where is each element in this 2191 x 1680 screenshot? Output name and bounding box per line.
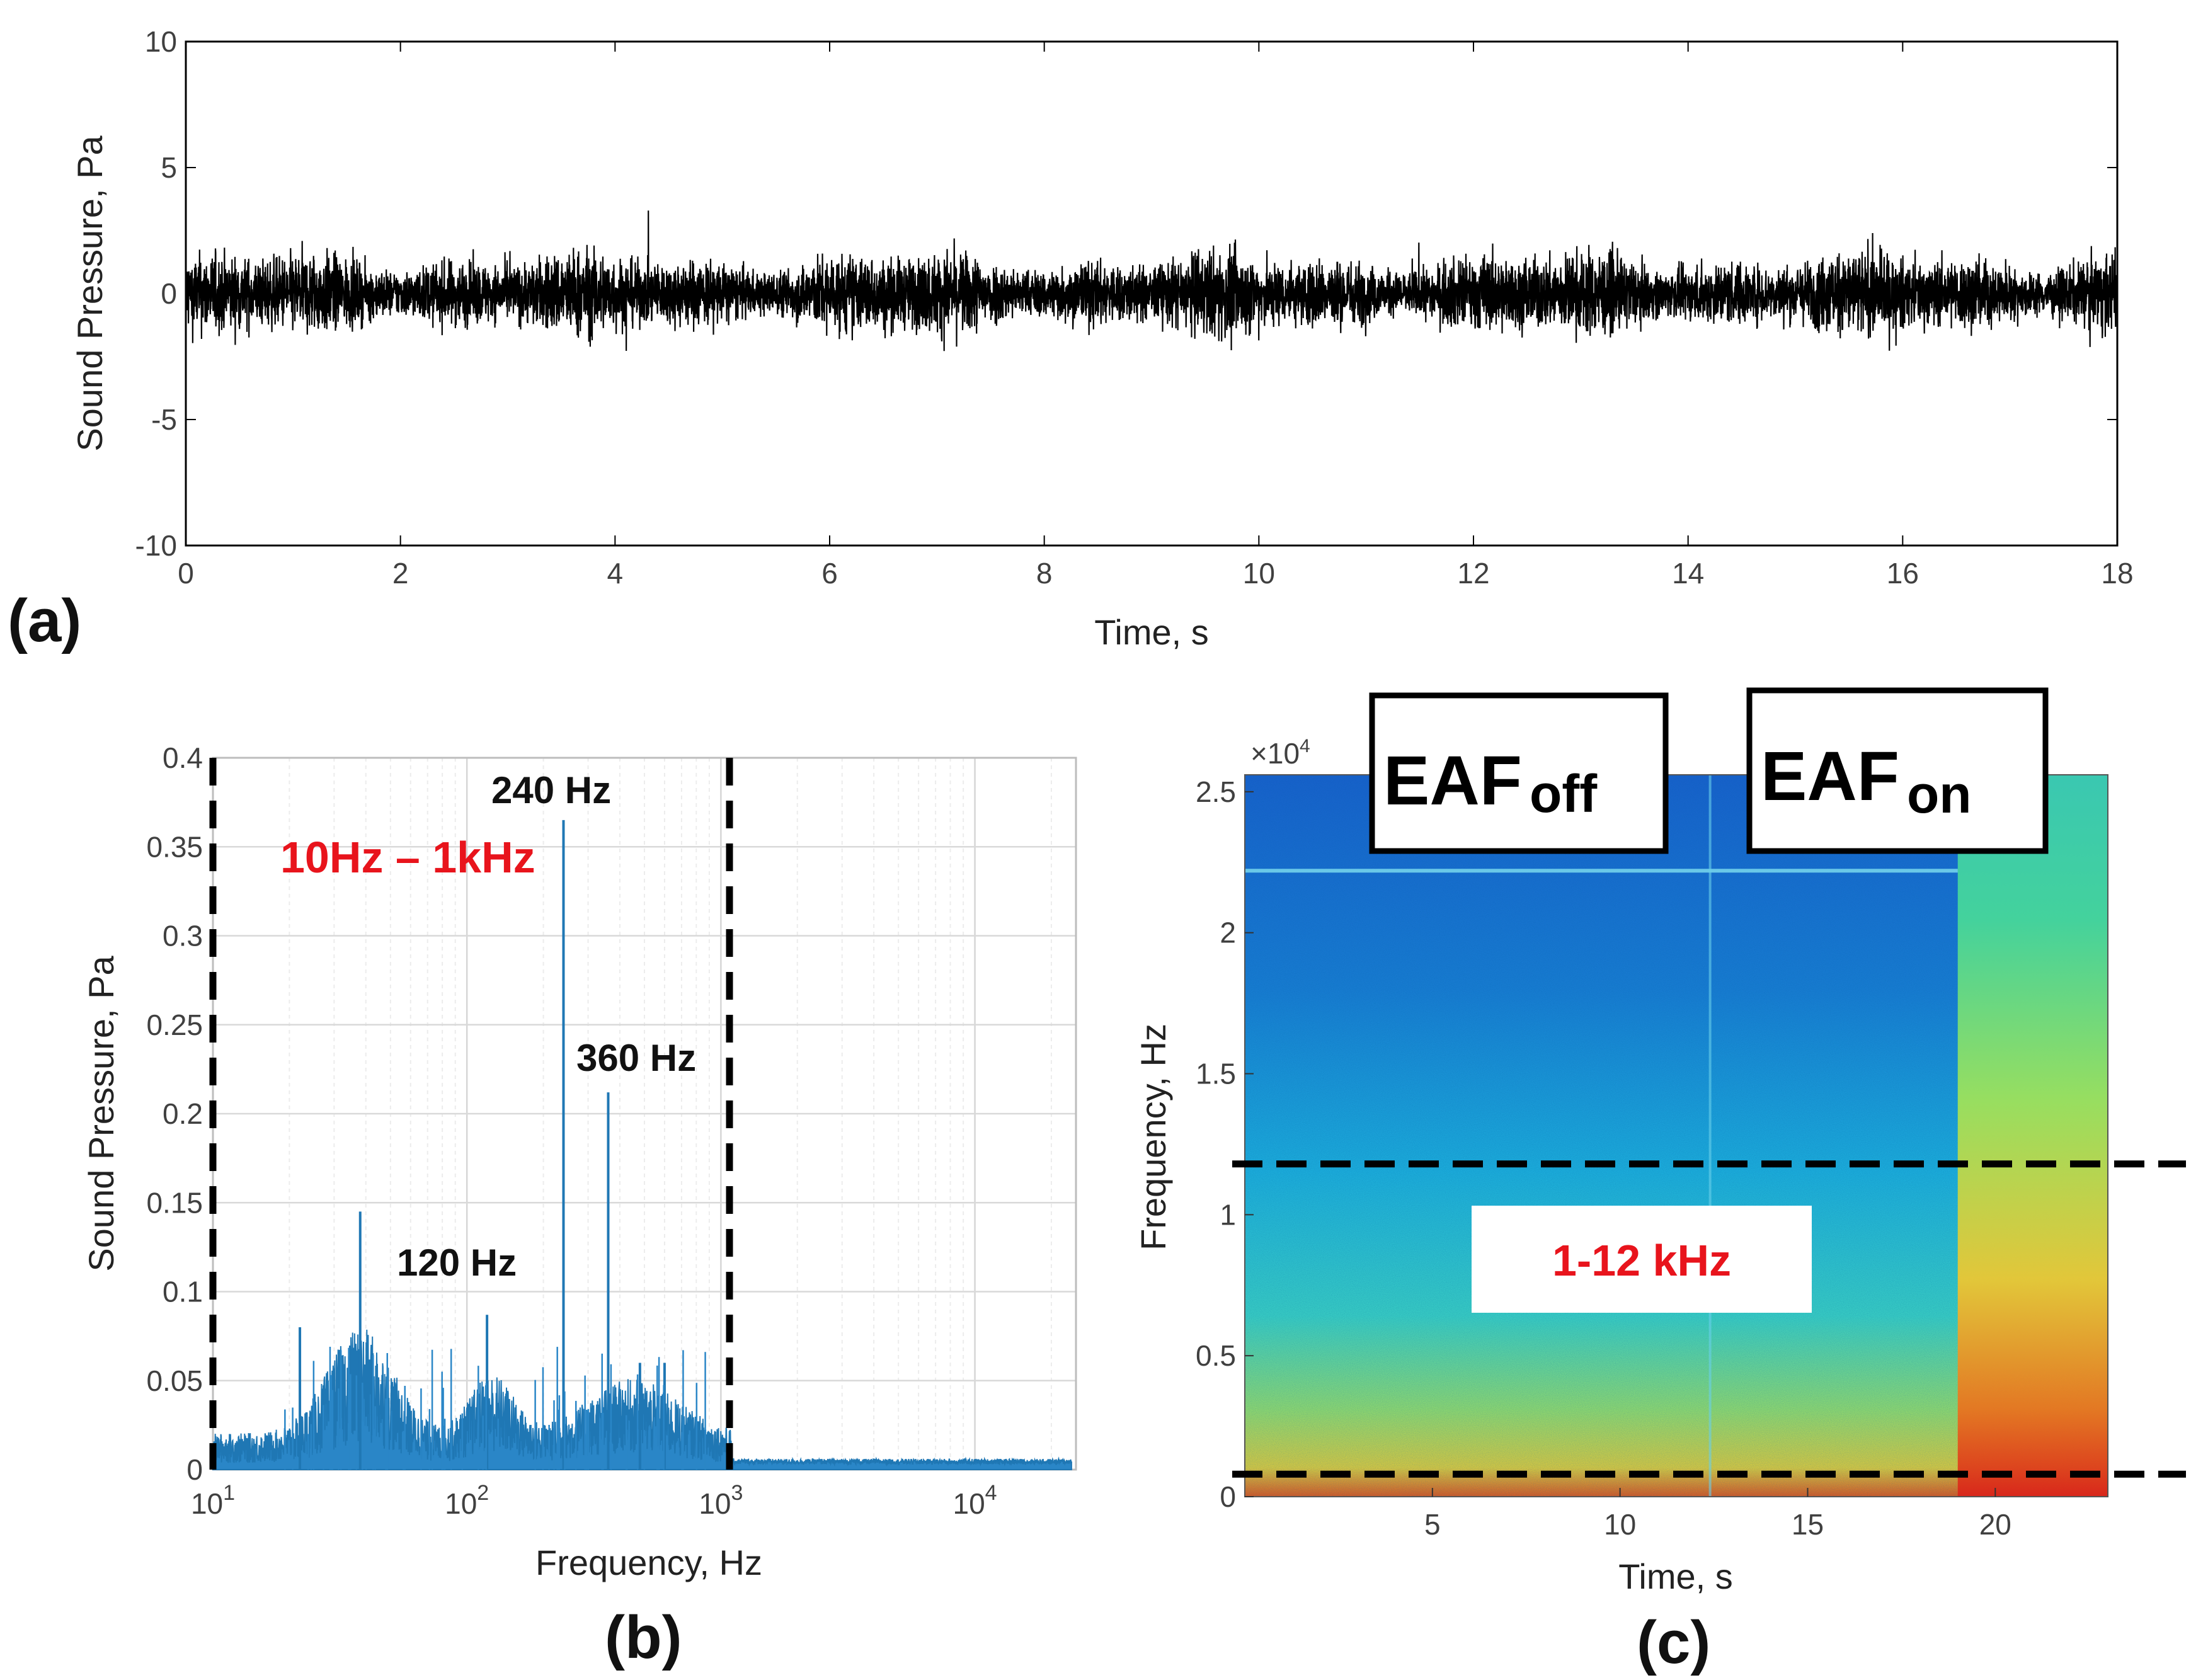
panel-a-xtick-label: 16: [1887, 557, 1919, 590]
panel-b-ytick-label: 0.4: [163, 741, 203, 774]
eaf-on-label: EAF on: [1761, 738, 1972, 824]
panel-b-ytick-label: 0.1: [163, 1276, 203, 1308]
panel-c-band-label-box: [1472, 1206, 1812, 1313]
panel-c-ytick-label: 2.5: [1196, 775, 1236, 808]
panel-c-ytick-label: 1: [1220, 1198, 1236, 1231]
panel-b-xtick-label: 104: [953, 1481, 997, 1520]
panel-b-annotation-120: 120 Hz: [397, 1242, 517, 1284]
panel-c-xtick-label: 5: [1424, 1508, 1441, 1541]
panel-b: 0 0.05 0.1 0.15 0.2 0.25 0.3 0.35 0.4 101 102 103 10…: [81, 741, 1077, 1671]
panel-a-xtick-label: 14: [1672, 557, 1704, 590]
panel-b-ytick-label: 0.3: [163, 920, 203, 952]
eaf-off-box: [1369, 692, 1669, 854]
panel-b-ylabel: Sound Pressure, Pa: [81, 956, 121, 1272]
panel-b-xtick-label: 101: [191, 1481, 235, 1520]
panel-a-ytick-label: 0: [161, 277, 177, 310]
panel-b-ytick-label: 0.35: [146, 830, 203, 863]
panel-a-xtick-label: 2: [392, 557, 409, 590]
panel-a-ylabel: Sound Pressure, Pa: [70, 135, 110, 452]
panel-c-frame: [1244, 774, 2108, 1497]
panel-c: 5 10 15 20 0 0.5 1 1.5 2 2.5 ×104 1-12 kHz EAF off…: [1133, 687, 2186, 1676]
panel-c-ytick-label: 1.5: [1196, 1058, 1236, 1090]
panel-c-ticks: 5 10 15 20 0 0.5 1 1.5 2 2.5: [1196, 775, 2011, 1541]
panel-c-xtick-label: 15: [1792, 1508, 1824, 1541]
panel-b-peaks: [284, 820, 706, 1470]
panel-b-xtick-label: 103: [699, 1481, 743, 1520]
panel-a-ytick-label: -5: [151, 403, 177, 436]
eaf-off-label: EAF off: [1383, 742, 1598, 823]
panel-c-ytick-label: 2: [1220, 917, 1236, 949]
panel-b-ytick-label: 0.25: [146, 1009, 203, 1041]
panel-a-xtick-label: 4: [607, 557, 624, 590]
panel-a-xtick-label: 8: [1036, 557, 1053, 590]
eaf-on-box: [1746, 687, 2049, 854]
panel-c-ytick-label: 0: [1220, 1480, 1236, 1513]
panel-b-ytick-label: 0.05: [146, 1364, 203, 1397]
panel-c-ylabel: Frequency, Hz: [1133, 1024, 1173, 1250]
panel-b-ytick-label: 0.2: [163, 1097, 203, 1130]
panel-a-waveform: [185, 210, 2119, 351]
panel-a-xlabel: Time, s: [1094, 612, 1208, 652]
panel-b-ytick-label: 0.15: [146, 1186, 203, 1219]
panel-a-xtick-label: 12: [1457, 557, 1489, 590]
panel-a-xtick-label: 6: [821, 557, 838, 590]
panel-b-label: (b): [605, 1604, 682, 1671]
panel-b-ytick-label: 0: [186, 1453, 203, 1486]
panel-a: 0 2 4 6 8 10 12 14 16 18 -10 -5 0 5 10 Time, s Sound P…: [8, 25, 2134, 654]
panel-b-annotation-360: 360 Hz: [576, 1037, 696, 1079]
panel-b-ticks: 0 0.05 0.1 0.15 0.2 0.25 0.3 0.35 0.4 101 102 103 10…: [146, 741, 997, 1520]
panel-b-xlabel: Frequency, Hz: [535, 1543, 762, 1582]
panel-a-xtick-label: 18: [2101, 557, 2133, 590]
panel-a-xtick-label: 10: [1243, 557, 1275, 590]
panel-c-xlabel: Time, s: [1618, 1557, 1732, 1596]
panel-a-ytick-label: -10: [135, 529, 177, 562]
panel-a-xtick-label: 0: [178, 557, 194, 590]
panel-b-spectrum: [212, 1329, 1072, 1470]
panel-c-yscale: ×104: [1250, 736, 1310, 770]
panel-b-xtick-label: 102: [445, 1481, 489, 1520]
panel-a-ytick-label: 10: [145, 25, 177, 58]
panel-c-band-label: 1-12 kHz: [1552, 1236, 1731, 1285]
panel-a-label: (a): [8, 587, 81, 654]
panel-a-ticks: 0 2 4 6 8 10 12 14 16 18 -10 -5 0 5 10: [135, 25, 2134, 590]
panel-a-ytick-label: 5: [161, 151, 177, 184]
panel-c-xtick-label: 10: [1604, 1508, 1636, 1541]
panel-c-label: (c): [1637, 1609, 1710, 1676]
panel-c-eaf-on-region: [1957, 775, 2108, 1497]
panel-c-xtick-label: 20: [1979, 1508, 2011, 1541]
panel-b-annotation-240: 240 Hz: [491, 769, 611, 811]
panel-c-ytick-label: 0.5: [1196, 1339, 1236, 1372]
panel-b-band-label: 10Hz – 1kHz: [280, 833, 535, 882]
